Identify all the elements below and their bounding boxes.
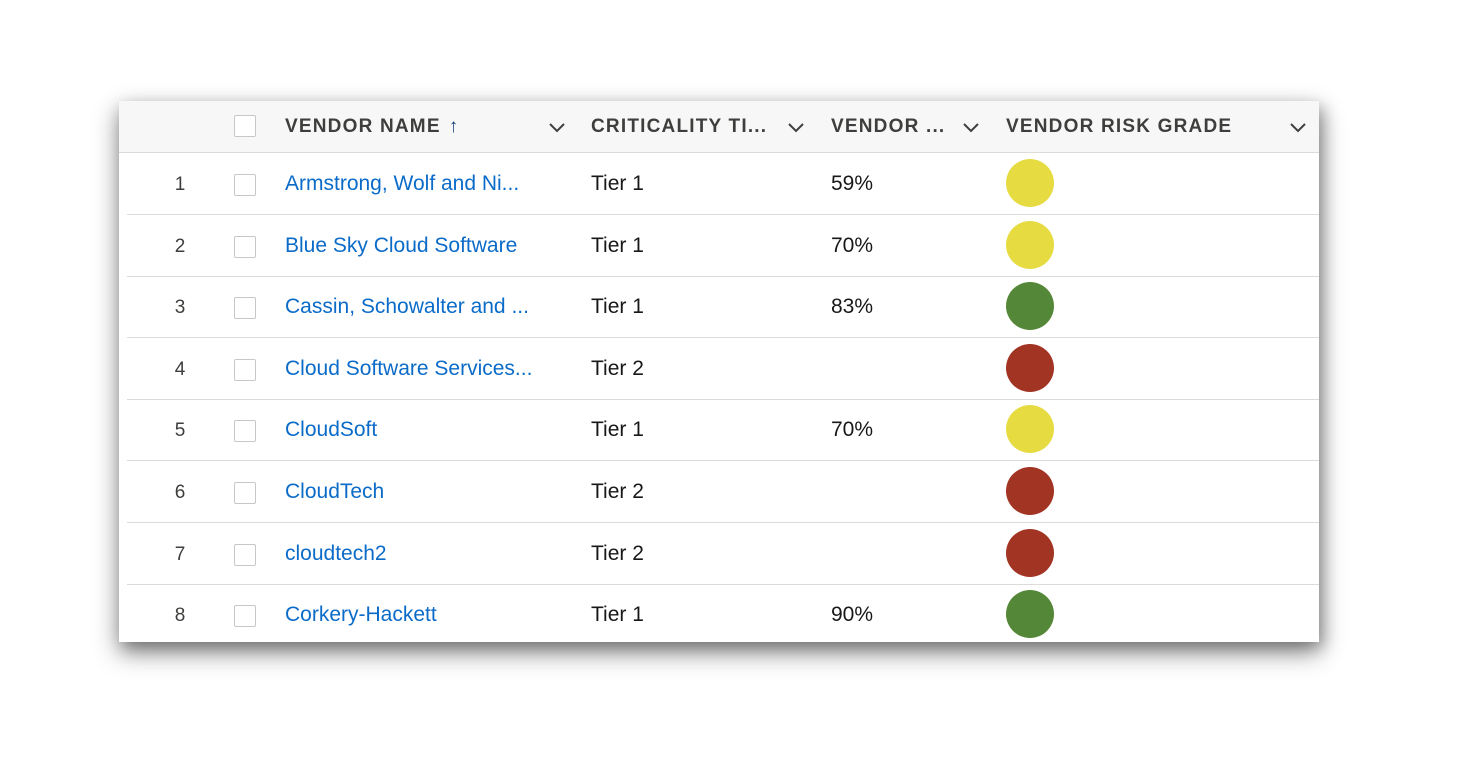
vendor-score-cell: 70%	[831, 418, 874, 442]
risk-grade-red-indicator	[1006, 528, 1054, 577]
column-label-vendor-risk-grade: VENDOR RISK GRADE	[1006, 115, 1233, 137]
table-row: 7 cloudtech2 Tier 2	[127, 523, 1319, 585]
risk-grade-red-indicator	[1006, 343, 1054, 392]
table-header: VENDOR NAME ↑ CRITICALITY TI... VENDOR .…	[119, 101, 1319, 153]
select-all-checkbox[interactable]	[234, 115, 256, 137]
column-header-vendor-risk-grade[interactable]: VENDOR RISK GRADE	[1006, 101, 1232, 152]
criticality-tier-cell: Tier 2	[591, 356, 644, 380]
vendor-score-cell: 70%	[831, 233, 874, 257]
risk-grade-red-indicator	[1006, 467, 1054, 515]
table-row: 3 Cassin, Schowalter and ... Tier 1 83%	[127, 276, 1319, 339]
row-number: 2	[174, 235, 186, 257]
risk-grade-green-indicator	[1006, 282, 1054, 331]
chevron-down-icon[interactable]	[962, 118, 980, 136]
risk-grade-yellow-indicator	[1006, 220, 1054, 269]
criticality-tier-cell: Tier 2	[591, 480, 644, 503]
row-select-checkbox[interactable]	[234, 358, 256, 381]
vendor-name-link[interactable]: CloudSoft	[285, 418, 378, 442]
column-label-criticality-tier: CRITICALITY TI...	[591, 115, 768, 137]
column-label-vendor-name: VENDOR NAME	[285, 115, 441, 137]
risk-grade-green-indicator	[1006, 590, 1054, 639]
vendor-score-cell: 59%	[831, 172, 874, 195]
vendor-name-link[interactable]: Blue Sky Cloud Software	[285, 233, 518, 257]
sort-ascending-icon: ↑	[448, 115, 460, 137]
row-select-checkbox[interactable]	[234, 543, 256, 566]
table-row: 6 CloudTech Tier 2	[127, 461, 1319, 523]
row-select-checkbox[interactable]	[234, 482, 256, 504]
table-row: 5 CloudSoft Tier 1 70%	[127, 399, 1319, 462]
chevron-down-icon[interactable]	[787, 118, 805, 136]
table-row: 4 Cloud Software Services... Tier 2	[127, 338, 1319, 400]
vendor-name-link[interactable]: Corkery-Hackett	[285, 603, 437, 627]
table-row: 2 Blue Sky Cloud Software Tier 1 70%	[127, 215, 1319, 277]
chevron-down-icon[interactable]	[548, 118, 566, 136]
column-header-criticality-tier[interactable]: CRITICALITY TI...	[591, 101, 767, 152]
table-row: 1 Armstrong, Wolf and Ni... Tier 1 59%	[127, 153, 1319, 215]
vendor-name-link[interactable]: Armstrong, Wolf and Ni...	[285, 172, 520, 195]
row-number: 1	[174, 174, 186, 195]
row-number: 3	[174, 297, 186, 319]
row-select-checkbox[interactable]	[234, 605, 256, 628]
criticality-tier-cell: Tier 1	[591, 418, 644, 442]
criticality-tier-cell: Tier 2	[591, 541, 644, 565]
criticality-tier-cell: Tier 1	[591, 603, 644, 627]
risk-grade-yellow-indicator	[1006, 159, 1054, 207]
vendor-name-link[interactable]: Cassin, Schowalter and ...	[285, 295, 529, 319]
table-row: 8 Corkery-Hackett Tier 1 90%	[127, 584, 1319, 642]
vendor-name-link[interactable]: Cloud Software Services...	[285, 356, 533, 380]
row-number: 4	[174, 358, 186, 380]
row-select-checkbox[interactable]	[234, 420, 256, 443]
row-number: 6	[174, 482, 186, 503]
row-number: 8	[174, 605, 186, 627]
vendor-name-link[interactable]: cloudtech2	[285, 541, 387, 565]
row-select-checkbox[interactable]	[234, 174, 256, 196]
column-label-vendor-score: VENDOR ...	[831, 115, 946, 137]
row-number: 7	[174, 543, 186, 565]
vendor-score-cell: 90%	[831, 603, 874, 627]
criticality-tier-cell: Tier 1	[591, 295, 644, 319]
row-select-checkbox[interactable]	[234, 297, 256, 320]
column-header-vendor-name[interactable]: VENDOR NAME ↑	[285, 101, 459, 152]
row-select-checkbox[interactable]	[234, 235, 256, 258]
criticality-tier-cell: Tier 1	[591, 172, 644, 195]
column-header-vendor-score[interactable]: VENDOR ...	[831, 101, 945, 152]
vendor-name-link[interactable]: CloudTech	[285, 480, 385, 503]
vendor-score-cell: 83%	[831, 295, 874, 319]
row-number: 5	[174, 420, 186, 442]
chevron-down-icon[interactable]	[1289, 118, 1307, 136]
criticality-tier-cell: Tier 1	[591, 233, 644, 257]
vendor-table: VENDOR NAME ↑ CRITICALITY TI... VENDOR .…	[119, 101, 1319, 642]
risk-grade-yellow-indicator	[1006, 405, 1054, 454]
